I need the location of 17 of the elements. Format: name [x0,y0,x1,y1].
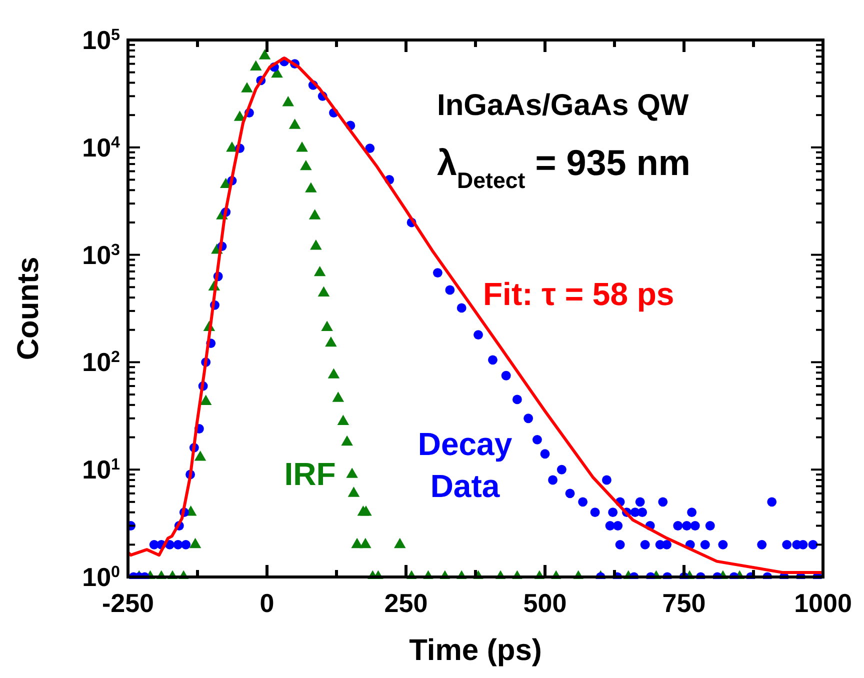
annotation: λ$_{Detect}$ = 935 nm [437,142,690,192]
x-tick-label: 750 [662,588,706,618]
series-label: IRF [284,456,336,492]
x-axis-title: Time (ps) [409,634,542,667]
x-tick-label: 0 [260,588,274,618]
y-tick-label: 10$^{5}$ [82,25,120,55]
x-tick-label: 250 [384,588,428,618]
y-tick-label: 10$^{4}$ [82,132,120,162]
x-tick-label: 500 [523,588,567,618]
series-label: Decay Data [418,426,512,504]
y-tick-label: 10$^{3}$ [82,240,120,270]
x-tick-label: 1000 [794,588,852,618]
annotation: InGaAs/GaAs QW [437,89,690,122]
y-tick-label: 10$^{2}$ [82,347,120,378]
y-axis-title: Counts [12,256,45,360]
series-label: Fit: τ = 58 ps [483,276,674,312]
y-tick-label: 10$^{1}$ [82,454,120,485]
